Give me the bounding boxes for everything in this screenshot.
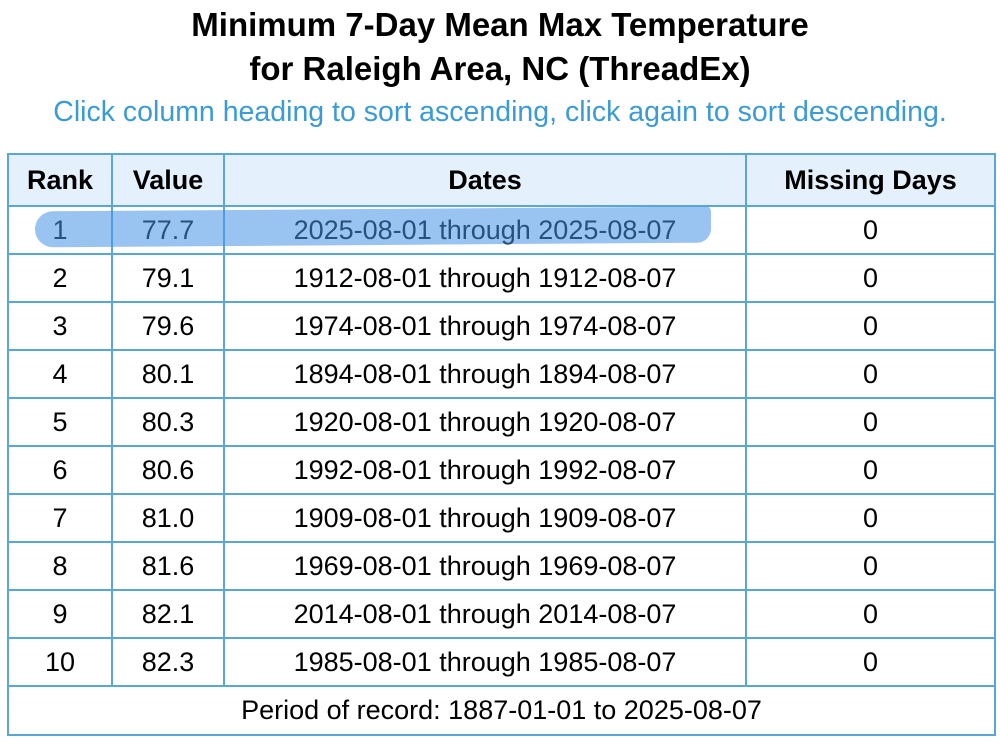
sort-instructions-text: Click column heading to sort ascending, …	[53, 96, 947, 128]
column-header-value[interactable]: Value	[111, 153, 225, 207]
page-title-line-1: Minimum 7-Day Mean Max Temperature	[191, 6, 809, 43]
rank-cell: 10	[7, 637, 113, 687]
rankings-table: Rank Value Dates Missing Days 1 77.7 202…	[7, 153, 996, 736]
table-row: 2 79.1 1912-08-01 through 1912-08-07 0	[7, 253, 996, 303]
value-cell: 80.1	[111, 349, 225, 399]
missing-days-cell: 0	[745, 445, 996, 495]
column-header-dates[interactable]: Dates	[223, 153, 747, 207]
table-row: 9 82.1 2014-08-01 through 2014-08-07 0	[7, 589, 996, 639]
value-cell: 80.6	[111, 445, 225, 495]
dates-cell: 2014-08-01 through 2014-08-07	[223, 589, 747, 639]
missing-days-cell: 0	[745, 541, 996, 591]
value-cell: 79.1	[111, 253, 225, 303]
missing-days-cell: 0	[745, 589, 996, 639]
dates-cell: 1992-08-01 through 1992-08-07	[223, 445, 747, 495]
table-row: 3 79.6 1974-08-01 through 1974-08-07 0	[7, 301, 996, 351]
column-header-missing-days[interactable]: Missing Days	[745, 153, 996, 207]
table-row: 4 80.1 1894-08-01 through 1894-08-07 0	[7, 349, 996, 399]
dates-cell: 1920-08-01 through 1920-08-07	[223, 397, 747, 447]
rank-cell: 6	[7, 445, 113, 495]
value-cell: 77.7	[111, 205, 225, 255]
table-row: 6 80.6 1992-08-01 through 1992-08-07 0	[7, 445, 996, 495]
table-row: 8 81.6 1969-08-01 through 1969-08-07 0	[7, 541, 996, 591]
value-cell: 81.6	[111, 541, 225, 591]
table-row: 10 82.3 1985-08-01 through 1985-08-07 0	[7, 637, 996, 687]
missing-days-cell: 0	[745, 637, 996, 687]
rank-cell: 2	[7, 253, 113, 303]
value-cell: 80.3	[111, 397, 225, 447]
dates-cell: 1985-08-01 through 1985-08-07	[223, 637, 747, 687]
table-row: 1 77.7 2025-08-01 through 2025-08-07 0	[7, 205, 996, 255]
missing-days-cell: 0	[745, 205, 996, 255]
missing-days-cell: 0	[745, 493, 996, 543]
dates-cell: 1969-08-01 through 1969-08-07	[223, 541, 747, 591]
dates-cell: 1912-08-01 through 1912-08-07	[223, 253, 747, 303]
rank-cell: 1	[7, 205, 113, 255]
table-footer-row: Period of record: 1887-01-01 to 2025-08-…	[7, 685, 996, 736]
table-row: 5 80.3 1920-08-01 through 1920-08-07 0	[7, 397, 996, 447]
value-cell: 81.0	[111, 493, 225, 543]
rank-cell: 8	[7, 541, 113, 591]
column-header-rank[interactable]: Rank	[7, 153, 113, 207]
rank-cell: 9	[7, 589, 113, 639]
rank-cell: 7	[7, 493, 113, 543]
missing-days-cell: 0	[745, 253, 996, 303]
rank-cell: 3	[7, 301, 113, 351]
value-cell: 82.1	[111, 589, 225, 639]
dates-cell: 2025-08-01 through 2025-08-07	[223, 205, 747, 255]
missing-days-cell: 0	[745, 397, 996, 447]
page-title-line-2: for Raleigh Area, NC (ThreadEx)	[249, 50, 751, 87]
period-of-record-text: Period of record: 1887-01-01 to 2025-08-…	[7, 685, 996, 736]
missing-days-cell: 0	[745, 349, 996, 399]
table-row: 7 81.0 1909-08-01 through 1909-08-07 0	[7, 493, 996, 543]
table-header-row: Rank Value Dates Missing Days	[7, 153, 996, 207]
value-cell: 82.3	[111, 637, 225, 687]
dates-cell: 1894-08-01 through 1894-08-07	[223, 349, 747, 399]
dates-cell: 1909-08-01 through 1909-08-07	[223, 493, 747, 543]
value-cell: 79.6	[111, 301, 225, 351]
rank-cell: 4	[7, 349, 113, 399]
dates-cell: 1974-08-01 through 1974-08-07	[223, 301, 747, 351]
rank-cell: 5	[7, 397, 113, 447]
missing-days-cell: 0	[745, 301, 996, 351]
